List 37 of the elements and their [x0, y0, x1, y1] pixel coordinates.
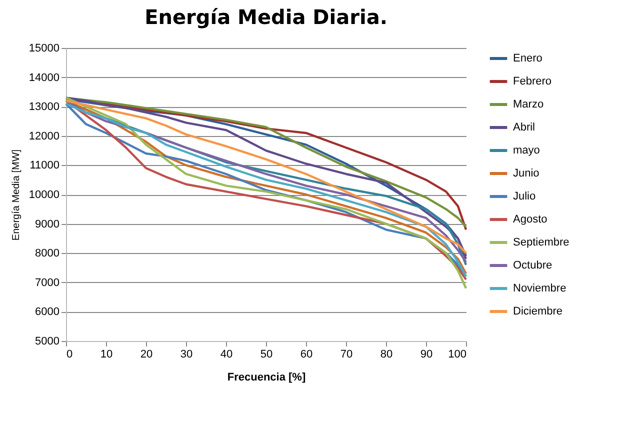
legend-label: Febrero: [513, 76, 552, 88]
legend-label: Julio: [513, 190, 536, 202]
y-tick-label: 6000: [35, 306, 60, 318]
x-tick-label: 0: [66, 348, 73, 360]
x-tick-label: 100: [448, 348, 466, 360]
x-tick-label: 70: [340, 348, 353, 360]
y-tick-label: 9000: [35, 218, 60, 230]
x-tick-label: 50: [260, 348, 273, 360]
legend-label: Abril: [513, 122, 536, 134]
y-tick-label: 14000: [28, 72, 60, 84]
y-tick-label: 13000: [28, 101, 60, 114]
x-tick-label: 20: [140, 348, 153, 360]
y-tick-label: 5000: [35, 336, 60, 348]
chart-title: Energía Media Diaria.: [144, 5, 388, 29]
legend-label: Octubre: [513, 260, 552, 272]
y-tick-label: 15000: [28, 42, 60, 54]
x-axis-title: Frecuencia [%]: [227, 372, 306, 384]
legend-label: Junio: [513, 168, 540, 180]
y-tick-label: 11000: [30, 160, 60, 172]
legend-label: Enero: [513, 52, 542, 64]
x-tick-label: 90: [420, 348, 433, 360]
y-tick-label: 10000: [28, 189, 60, 201]
legend-label: Marzo: [513, 98, 544, 110]
y-axis-title: Energía Media [MW]: [10, 149, 22, 241]
x-tick-label: 60: [300, 348, 313, 360]
y-tick-label: 12000: [28, 130, 60, 142]
legend-label: Diciembre: [513, 306, 563, 318]
y-tick-label: 8000: [35, 248, 60, 260]
legend-label: mayo: [513, 144, 540, 156]
y-tick-label: 7000: [35, 276, 60, 289]
legend-label: Noviembre: [513, 282, 566, 294]
legend-label: Septiembre: [513, 236, 570, 248]
x-tick-label: 30: [180, 348, 193, 360]
legend-label: Agosto: [513, 214, 548, 226]
x-tick-label: 80: [380, 348, 393, 360]
x-tick-label: 40: [220, 348, 233, 360]
x-tick-label: 10: [100, 348, 113, 360]
